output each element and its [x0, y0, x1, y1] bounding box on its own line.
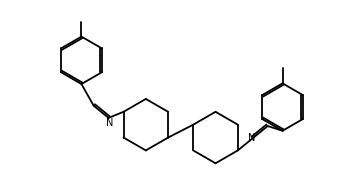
Text: N: N [106, 118, 114, 128]
Text: N: N [248, 133, 255, 143]
